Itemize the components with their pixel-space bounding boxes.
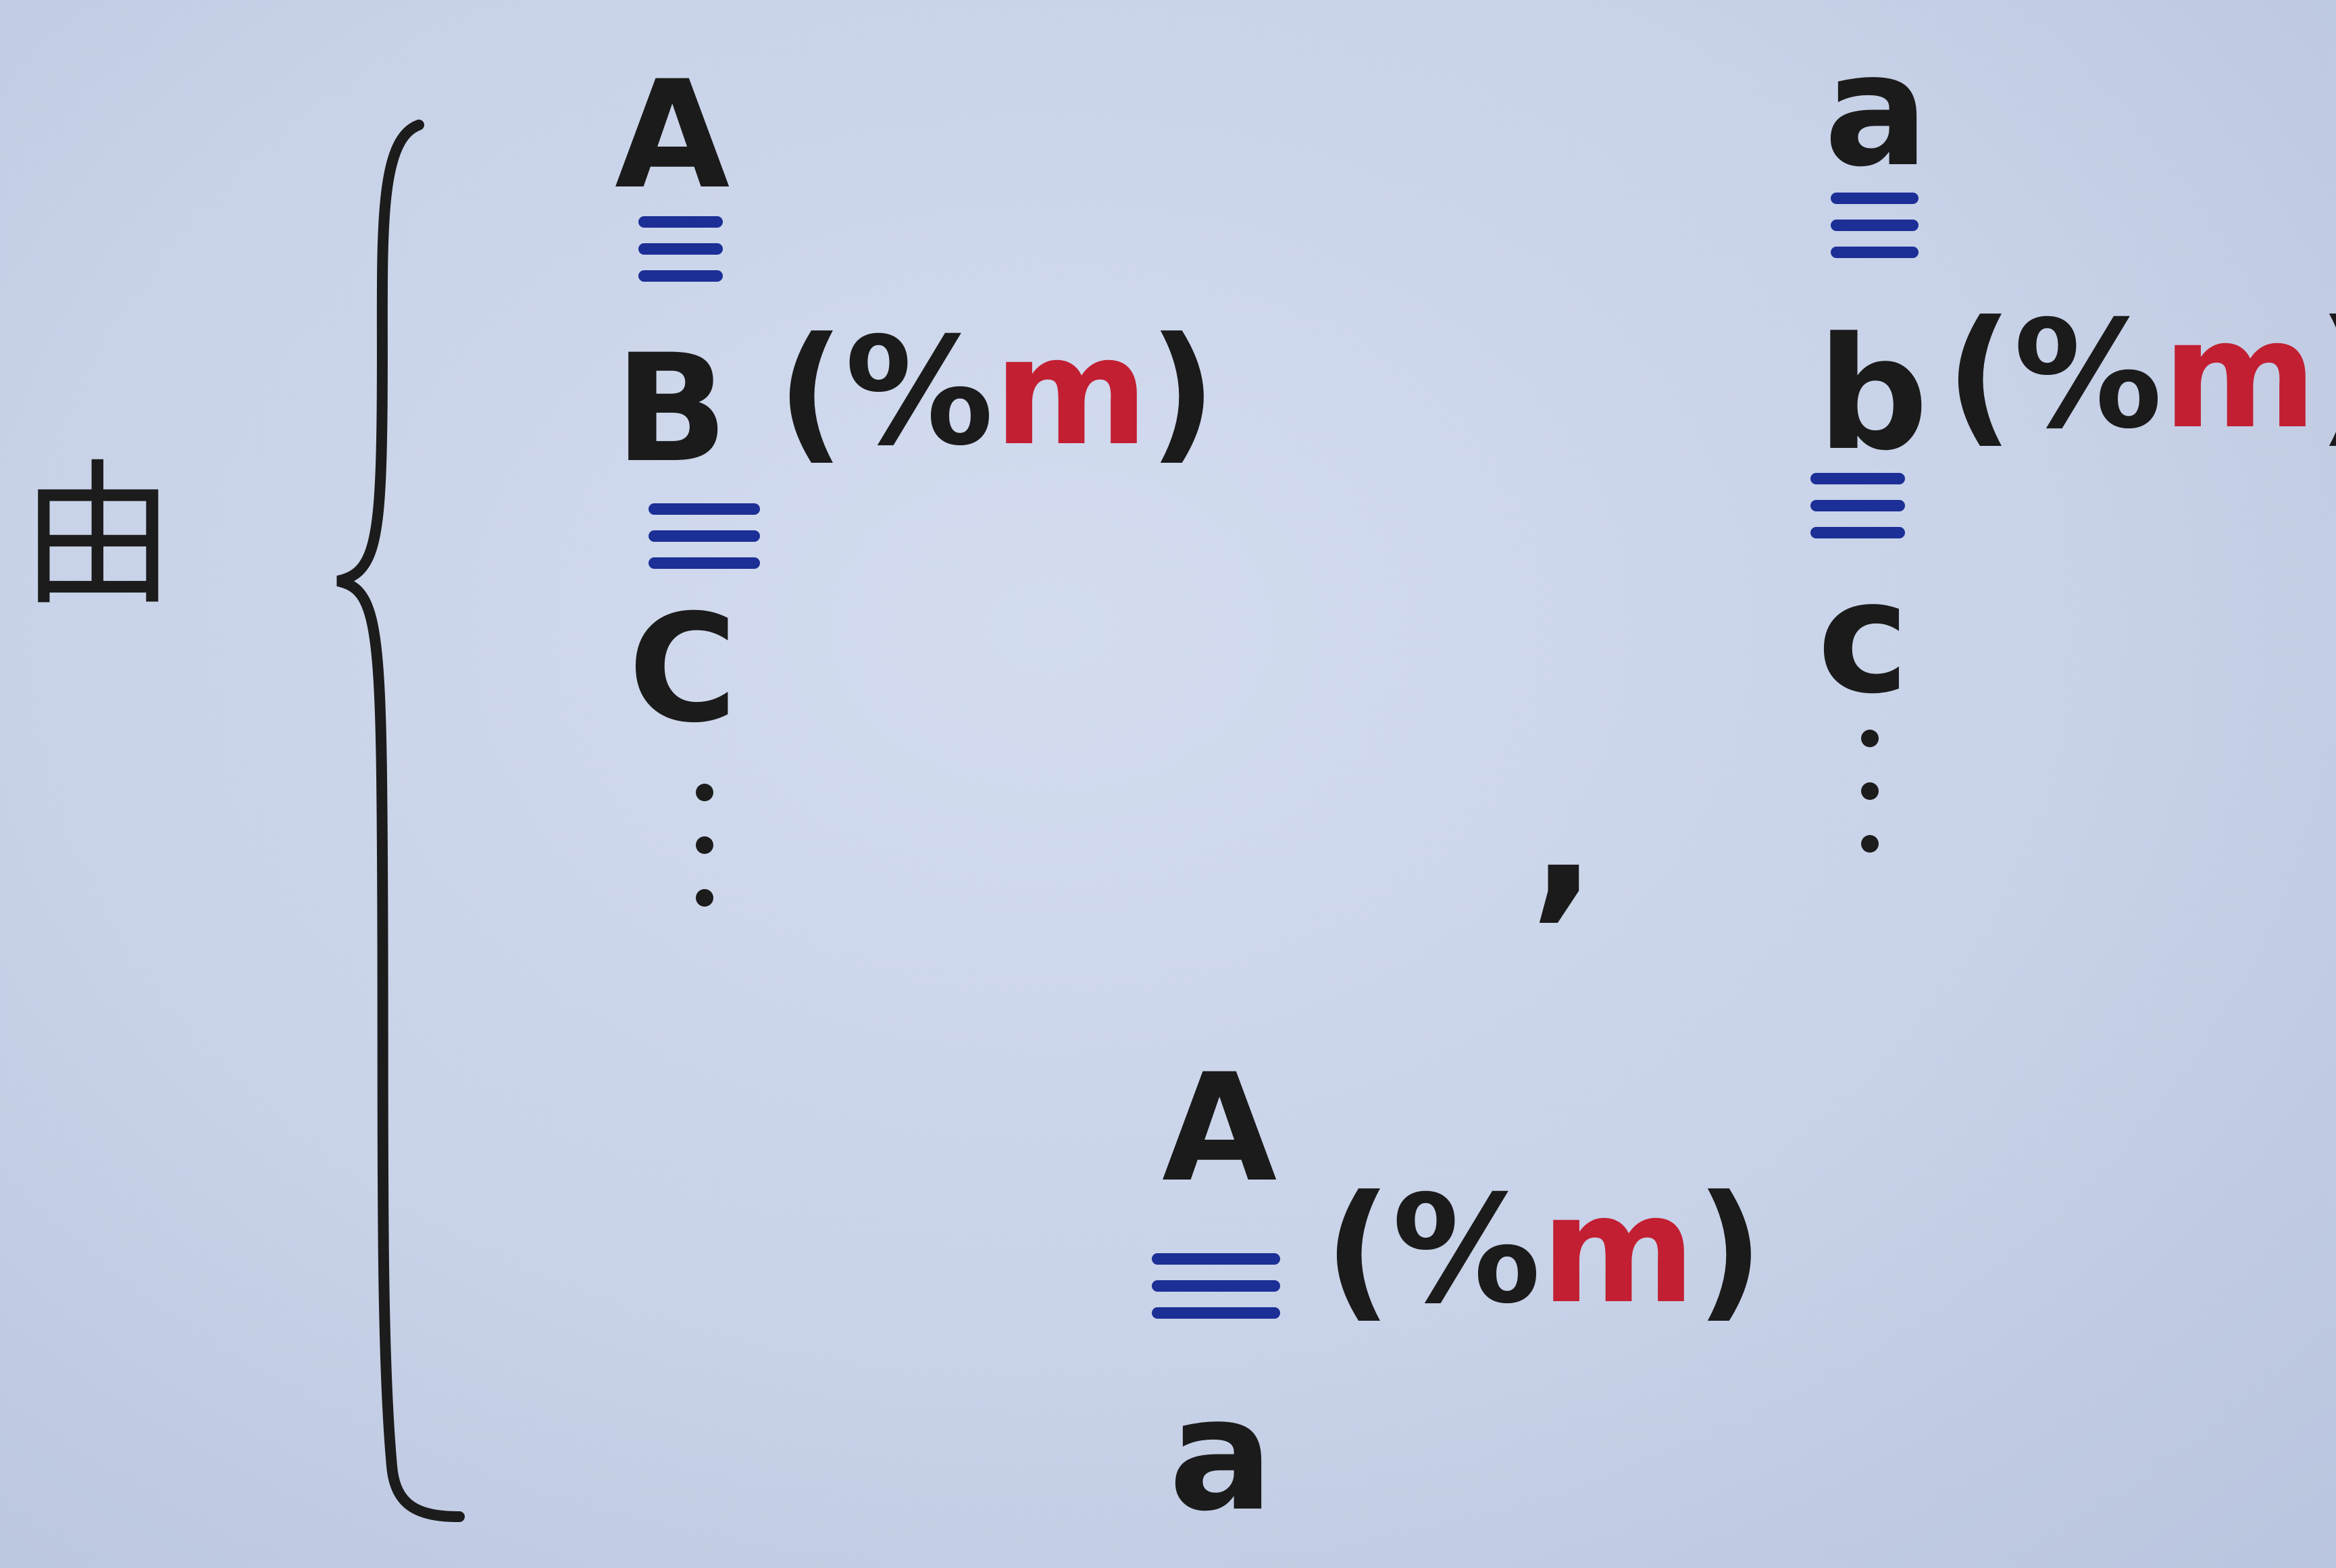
left-equiv-1 xyxy=(638,216,723,297)
right-item-a: a xyxy=(1824,21,1929,201)
result-bottom: a xyxy=(1169,1365,1274,1546)
left-continuation-dots xyxy=(696,784,713,942)
left-item-b: B xyxy=(615,322,728,495)
left-relation: (%m) xyxy=(777,318,1217,466)
result-relation-close: ) xyxy=(1696,1163,1764,1336)
right-item-b: b xyxy=(1817,305,1929,485)
result-modulus: m xyxy=(1540,1163,1696,1336)
right-relation-open: (% xyxy=(1946,288,2162,461)
right-continuation-dots xyxy=(1861,730,1879,888)
right-equiv-2 xyxy=(1810,473,1905,554)
left-item-a: A xyxy=(615,49,730,222)
result-equiv xyxy=(1152,1253,1280,1334)
result-top: A xyxy=(1162,1042,1277,1215)
left-equiv-2 xyxy=(649,503,760,584)
intro-character: 由 xyxy=(20,447,176,627)
right-relation: (%m) xyxy=(1946,301,2336,449)
separator-comma: , xyxy=(1530,736,1597,940)
left-modulus: m xyxy=(993,305,1149,478)
left-relation-close: ) xyxy=(1148,305,1217,478)
result-relation-open: (% xyxy=(1324,1163,1541,1336)
right-equiv-1 xyxy=(1831,193,1919,274)
right-item-c: c xyxy=(1817,548,1910,728)
left-brace xyxy=(336,120,465,1522)
left-relation-open: (% xyxy=(777,305,994,478)
right-modulus: m xyxy=(2162,288,2318,461)
right-relation-close: ) xyxy=(2317,288,2336,461)
result-relation: (%m) xyxy=(1324,1175,1764,1324)
left-item-c: C xyxy=(628,582,738,755)
